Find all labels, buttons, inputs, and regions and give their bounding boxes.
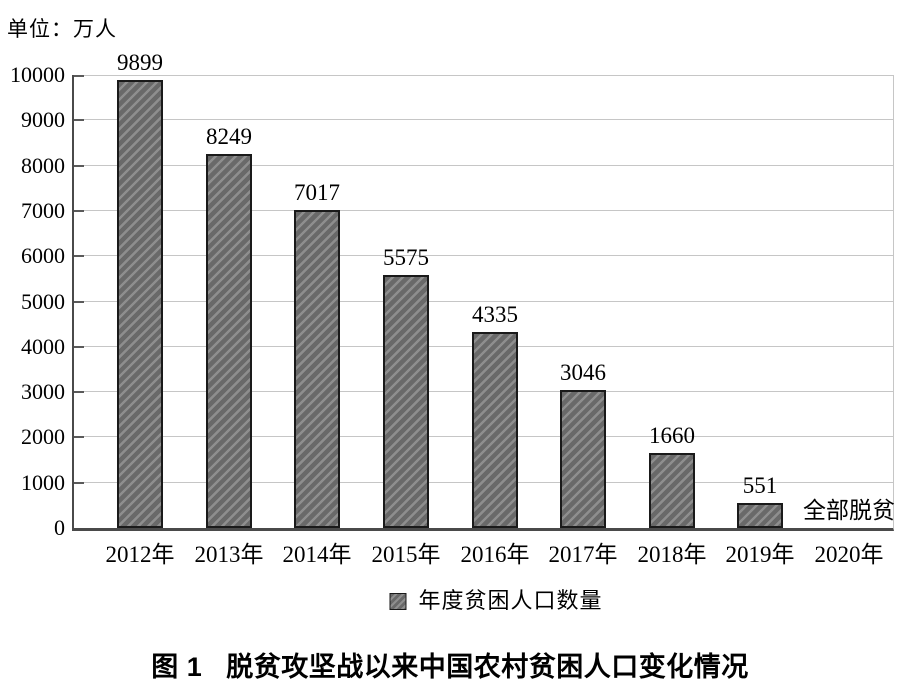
gridline-10000 bbox=[74, 75, 893, 76]
plot-area: 0 1000 2000 3000 4000 5000 6000 7000 8000 9000 100… bbox=[10, 51, 895, 567]
bar-2016年 bbox=[472, 332, 518, 528]
y-axis-unit-label: 单位：万人 bbox=[7, 17, 117, 41]
bar-2017年 bbox=[560, 390, 606, 528]
figure-caption: 图 1 脱贫攻坚战以来中国农村贫困人口变化情况 bbox=[0, 645, 900, 684]
y-axis-tick-5000 bbox=[74, 301, 84, 303]
y-axis-label-4000: 4000 bbox=[21, 334, 65, 359]
y-axis-label-9000: 9000 bbox=[21, 107, 65, 132]
x-axis-label-2017年: 2017年 bbox=[548, 542, 618, 567]
figure-caption-title: 脱贫攻坚战以来中国农村贫困人口变化情况 bbox=[226, 652, 749, 682]
bar-value-label-2017年: 3046 bbox=[560, 360, 606, 385]
y-axis-label-2000: 2000 bbox=[21, 424, 65, 449]
gridline-9000 bbox=[74, 119, 893, 120]
bar-value-label-2018年: 1660 bbox=[649, 423, 695, 448]
y-axis-tick-6000 bbox=[74, 255, 84, 257]
y-axis-label-5000: 5000 bbox=[21, 289, 65, 314]
y-axis-label-3000: 3000 bbox=[21, 379, 65, 404]
x-axis-label-2019年: 2019年 bbox=[725, 542, 795, 567]
bar-value-label-2012年: 9899 bbox=[117, 50, 163, 75]
x-axis-label-2018年: 2018年 bbox=[637, 542, 707, 567]
legend-swatch-icon bbox=[389, 592, 407, 610]
y-axis-tick-9000 bbox=[74, 119, 84, 121]
bar-2015年 bbox=[383, 275, 429, 528]
x-axis-label-2013年: 2013年 bbox=[194, 542, 264, 567]
legend-label: 年度贫困人口数量 bbox=[418, 588, 603, 613]
bar-value-label-2016年: 4335 bbox=[472, 302, 518, 327]
x-axis-label-2015年: 2015年 bbox=[371, 542, 441, 567]
y-axis-label-6000: 6000 bbox=[21, 243, 65, 268]
y-axis-tick-10000 bbox=[74, 75, 84, 77]
gridline-7000 bbox=[74, 210, 893, 211]
x-axis-label-2014年: 2014年 bbox=[282, 542, 352, 567]
bar-2019年 bbox=[737, 503, 783, 528]
bar-value-label-2015年: 5575 bbox=[383, 245, 429, 270]
y-axis-tick-2000 bbox=[74, 436, 84, 438]
y-axis-tick-3000 bbox=[74, 391, 84, 393]
x-axis-label-2016年: 2016年 bbox=[460, 542, 530, 567]
bar-value-label-2013年: 8249 bbox=[206, 124, 252, 149]
y-axis-label-1000: 1000 bbox=[21, 470, 65, 495]
x-axis-label-2012年: 2012年 bbox=[105, 542, 175, 567]
y-axis-label-8000: 8000 bbox=[21, 153, 65, 178]
figure-caption-number: 图 1 bbox=[151, 652, 203, 682]
bar-value-label-2019年: 551 bbox=[742, 473, 778, 498]
bar-2014年 bbox=[294, 210, 340, 528]
y-axis-label-0: 0 bbox=[54, 515, 65, 540]
bar-value-label-2014年: 7017 bbox=[294, 180, 340, 205]
bar-2018年 bbox=[649, 453, 695, 528]
y-axis-tick-8000 bbox=[74, 165, 84, 167]
bar-2012年 bbox=[117, 80, 163, 528]
y-axis-tick-7000 bbox=[74, 210, 84, 212]
y-axis-label-10000: 10000 bbox=[10, 62, 65, 87]
y-axis-tick-4000 bbox=[74, 346, 84, 348]
gridline-8000 bbox=[74, 165, 893, 166]
x-axis-label-2020年: 2020年 bbox=[814, 542, 884, 567]
gridline-5000 bbox=[74, 301, 893, 302]
legend: 年度贫困人口数量 bbox=[389, 589, 602, 613]
y-axis-tick-1000 bbox=[74, 482, 84, 484]
bar-2013年 bbox=[206, 154, 252, 528]
gridline-6000 bbox=[74, 255, 893, 256]
y-axis-label-7000: 7000 bbox=[21, 198, 65, 223]
annotation-2020年: 全部脱贫 bbox=[803, 498, 895, 523]
